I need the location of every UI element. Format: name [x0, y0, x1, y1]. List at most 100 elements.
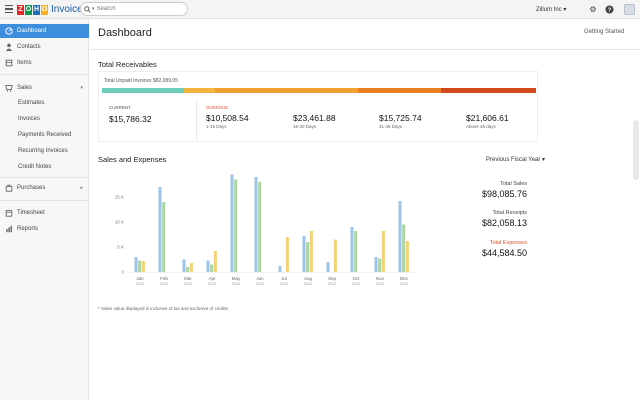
search-box[interactable]: ▾ [80, 2, 188, 16]
aging-bar-segment [102, 88, 185, 93]
sidebar-item-contacts[interactable]: Contacts [0, 40, 89, 54]
x-tick-label: May [232, 276, 241, 281]
y-tick-label: 15 K [115, 195, 124, 200]
sidebar-subitem-payments-received[interactable]: Payments Received [18, 132, 72, 138]
x-tick-year: 2012 [160, 282, 168, 286]
page-title: Dashboard [98, 27, 152, 39]
x-tick-year: 2012 [280, 282, 288, 286]
x-tick-year: 2012 [232, 282, 240, 286]
chart-bar [210, 264, 214, 272]
header-divider [90, 49, 640, 50]
bucket-range: Above 45 days [466, 124, 496, 129]
x-tick-label: Aug [304, 276, 313, 281]
top-bar: Z O H O Invoice ▾ Zillum Inc ▾ ⚙ ? [0, 0, 640, 19]
chart-bar [182, 259, 186, 272]
chart-bar [206, 260, 210, 272]
user-avatar[interactable] [624, 4, 635, 15]
total-expenses-label: Total Expenses [489, 240, 527, 246]
x-tick-year: 2012 [304, 282, 312, 286]
sidebar-item-label: Purchases [17, 185, 46, 191]
chart-bar [141, 261, 145, 272]
total-expenses-value: $44,584.50 [481, 248, 527, 258]
x-tick-year: 2012 [376, 282, 384, 286]
x-tick-label: Sep [328, 276, 337, 281]
sidebar-item-dashboard[interactable]: Dashboard [0, 24, 89, 38]
chevron-down-icon: ▾ [80, 85, 83, 91]
x-tick-year: 2012 [328, 282, 336, 286]
fiscal-period-dropdown[interactable]: Previous Fiscal Year ▾ [486, 157, 546, 163]
receivables-aging-bar [102, 88, 536, 93]
sidebar-item-timesheet[interactable]: Timesheet [0, 206, 89, 220]
reports-icon [5, 225, 13, 233]
dashboard-icon [5, 27, 13, 35]
x-tick-label: Mar [184, 276, 192, 281]
logo-letter: O [25, 4, 32, 15]
total-receipts-value: $82,058.13 [481, 218, 527, 228]
hamburger-menu-icon[interactable] [5, 5, 13, 13]
sidebar-item-label: Sales [17, 85, 33, 91]
current-label: CURRENT [109, 105, 131, 110]
x-tick-year: 2012 [400, 282, 408, 286]
bucket-range: 1-15 Days [206, 124, 227, 129]
chart-bar [405, 241, 409, 272]
getting-started-link[interactable]: Getting Started [584, 29, 625, 35]
items-icon [5, 59, 13, 67]
chart-bar [258, 182, 262, 272]
sidebar-item-sales[interactable]: Sales ▾ [0, 81, 89, 95]
gear-icon[interactable]: ⚙ [589, 4, 597, 14]
chart-bar [186, 267, 190, 272]
chart-bar [350, 227, 354, 272]
sidebar-item-purchases[interactable]: Purchases ▸ [0, 181, 89, 195]
sidebar-subitem-recurring-invoices[interactable]: Recurring Invoices [18, 148, 68, 154]
chevron-right-icon: ▸ [80, 185, 83, 191]
sidebar-item-label: Dashboard [17, 28, 47, 34]
chart-bar [162, 202, 166, 272]
overdue-label: OVERDUE [206, 105, 229, 110]
sidebar-divider [0, 177, 89, 178]
search-input[interactable] [96, 6, 177, 12]
current-amount: $15,786.32 [109, 114, 152, 124]
chart-bar [381, 231, 385, 272]
sidebar-item-reports[interactable]: Reports [0, 222, 89, 236]
aging-bar-segment [358, 88, 441, 93]
help-icon[interactable]: ? [604, 4, 614, 14]
bucket-amount: $23,461.88 [293, 113, 336, 123]
chart-bar [138, 260, 142, 272]
x-tick-year: 2012 [352, 282, 360, 286]
bucket-amount: $21,606.61 [466, 113, 509, 123]
purchases-icon [5, 184, 13, 192]
logo-letter: Z [17, 4, 24, 15]
sales-expenses-title: Sales and Expenses [98, 155, 167, 164]
timesheet-icon [5, 209, 13, 217]
aging-bar-segment [440, 88, 536, 93]
x-tick-year: 2012 [208, 282, 216, 286]
bucket-amount: $15,725.74 [379, 113, 422, 123]
x-tick-label: Jun [256, 276, 264, 281]
aging-bar-segment [184, 88, 215, 93]
scrollbar[interactable] [633, 120, 639, 180]
sidebar-divider [0, 74, 89, 75]
chart-bar [285, 237, 289, 272]
bucket-amount: $10,508.54 [206, 113, 249, 123]
sidebar-subitem-credit-notes[interactable]: Credit Notes [18, 164, 52, 170]
x-tick-label: Apr [208, 276, 216, 281]
total-receivables-title: Total Receivables [98, 60, 157, 69]
x-tick-year: 2012 [184, 282, 192, 286]
organization-switcher[interactable]: Zillum Inc ▾ [536, 7, 567, 13]
chart-bar [326, 262, 330, 272]
sidebar-subitem-invoices[interactable]: Invoices [18, 116, 41, 122]
x-tick-label: Jul [281, 276, 287, 281]
zoho-invoice-logo[interactable]: Z O H O Invoice [17, 3, 83, 16]
chart-bar [306, 242, 310, 272]
logo-letter: H [33, 4, 40, 15]
sidebar-item-label: Timesheet [17, 210, 45, 216]
svg-text:?: ? [607, 7, 611, 13]
sidebar-item-label: Contacts [17, 44, 41, 50]
sidebar-item-label: Items [17, 60, 32, 66]
search-filter-chevron-icon[interactable]: ▾ [92, 6, 95, 12]
sidebar-subitem-estimates[interactable]: Estimates [18, 100, 45, 106]
sales-expenses-chart: 05 K10 K15 KJan2012Feb2012Mar2012Apr2012… [115, 174, 416, 286]
vertical-divider [196, 100, 197, 140]
bucket-range: 31-45 Days [379, 124, 403, 129]
sidebar-item-items[interactable]: Items [0, 56, 89, 70]
